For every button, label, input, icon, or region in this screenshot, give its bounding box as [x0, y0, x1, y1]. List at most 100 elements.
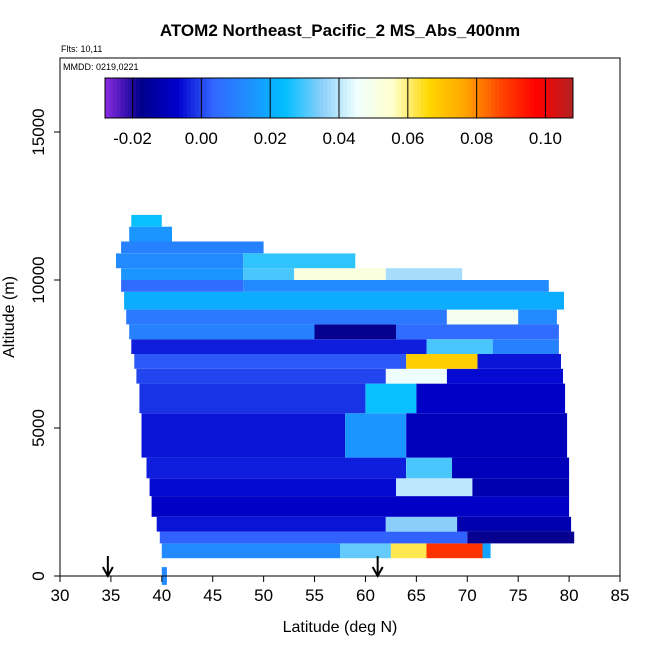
- colorbar-swatch: [327, 78, 332, 118]
- colorbar-swatch: [257, 78, 262, 118]
- heatmap-cell: [136, 368, 386, 384]
- colorbar-swatch: [194, 78, 199, 118]
- y-tick-label: 0: [29, 571, 48, 580]
- colorbar-swatch: [245, 78, 250, 118]
- colorbar-swatch: [190, 78, 196, 118]
- heatmap-cell: [314, 324, 396, 340]
- heatmap-cell: [482, 543, 491, 559]
- colorbar-swatch: [151, 78, 157, 118]
- colorbar-swatch: [397, 78, 402, 118]
- colorbar-swatch: [541, 78, 547, 118]
- colorbar-swatch: [475, 78, 480, 118]
- colorbar-swatch: [163, 78, 168, 118]
- heatmap-cell: [446, 309, 519, 325]
- heatmap-cell: [161, 543, 340, 559]
- colorbar-swatch: [401, 78, 406, 118]
- heatmap-cell: [131, 339, 427, 354]
- colorbar-swatch: [502, 78, 508, 118]
- colorbar-swatch: [136, 78, 141, 118]
- colorbar-swatch: [491, 78, 496, 118]
- colorbar-swatch: [264, 78, 270, 118]
- colorbar-swatch: [420, 78, 426, 118]
- colorbar-swatch: [315, 78, 320, 118]
- colorbar-swatch: [183, 78, 188, 118]
- colorbar-swatch: [222, 78, 227, 118]
- colorbar-swatch: [303, 78, 309, 118]
- heatmap-cell: [159, 531, 468, 544]
- colorbar-tick-label: 0.04: [322, 129, 355, 148]
- colorbar-swatch: [132, 78, 137, 118]
- x-tick-label: 30: [51, 586, 70, 605]
- x-tick-label: 80: [560, 586, 579, 605]
- colorbar-swatch: [237, 78, 242, 118]
- y-axis-label: Altitude (m): [1, 276, 18, 358]
- colorbar-swatch: [253, 78, 258, 118]
- colorbar-swatch: [342, 78, 348, 118]
- colorbar-swatch: [167, 78, 172, 118]
- colorbar-tick-label: 0.00: [185, 129, 218, 148]
- heatmap-cell: [396, 478, 473, 497]
- colorbar-swatch: [202, 78, 207, 118]
- heatmap-cell: [426, 339, 493, 354]
- arrow-marker-head: [371, 566, 384, 579]
- x-tick-label: 65: [407, 586, 426, 605]
- colorbar-swatch: [296, 78, 301, 118]
- colorbar-swatch: [413, 78, 418, 118]
- heatmap-cell: [149, 478, 396, 497]
- colorbar-swatch: [553, 78, 558, 118]
- colorbar-swatch: [206, 78, 211, 118]
- heatmap-cell: [492, 339, 559, 354]
- heatmap-cell: [416, 383, 566, 414]
- colorbar-swatch: [331, 78, 336, 118]
- heatmap-cell: [141, 413, 346, 458]
- x-axis: 30 35 40 45 50 55 60 65 70 75 80 85: [51, 576, 630, 605]
- colorbar-swatch: [487, 78, 492, 118]
- heatmap-cell: [116, 253, 244, 269]
- heatmap-cell: [467, 531, 575, 544]
- heatmap-cell: [518, 309, 557, 325]
- latitude-markers: [101, 556, 384, 579]
- x-tick-label: 85: [611, 586, 630, 605]
- colorbar-swatch: [456, 78, 461, 118]
- colorbar-swatch: [225, 78, 231, 118]
- colorbar-swatch: [159, 78, 164, 118]
- heatmap-cell: [457, 516, 572, 532]
- y-tick-label: 15000: [29, 108, 48, 155]
- colorbar-swatch: [436, 78, 441, 118]
- colorbar-swatch: [417, 78, 422, 118]
- colorbar-swatch: [467, 78, 472, 118]
- heatmap-cell: [243, 280, 549, 292]
- heatmap-cell: [121, 268, 244, 280]
- colorbar-tick-label: 0.08: [460, 129, 493, 148]
- heatmap-cell: [139, 383, 366, 414]
- colorbar-swatch: [144, 78, 149, 118]
- colorbar-swatch: [120, 78, 125, 118]
- heatmap-cell: [396, 324, 559, 340]
- x-tick-label: 60: [356, 586, 375, 605]
- heatmap-cell: [446, 368, 563, 384]
- colorbar-swatch: [479, 78, 484, 118]
- x-tick-label: 55: [305, 586, 324, 605]
- heatmap-cell: [426, 543, 483, 559]
- colorbar-swatch: [350, 78, 355, 118]
- colorbar-swatch: [284, 78, 289, 118]
- colorbar-swatch: [565, 78, 570, 118]
- colorbar-swatch: [229, 78, 235, 118]
- colorbar-swatch: [128, 78, 133, 118]
- colorbar-swatch: [155, 78, 160, 118]
- colorbar-swatch: [381, 78, 387, 118]
- colorbar-swatch: [393, 78, 398, 118]
- colorbar-swatch: [218, 78, 223, 118]
- heatmap-cell: [385, 368, 447, 384]
- heatmap-cell: [129, 324, 315, 340]
- colorbar-swatch: [526, 78, 531, 118]
- colorbar-swatch: [530, 78, 535, 118]
- colorbar-swatch: [522, 78, 527, 118]
- colorbar-swatch: [272, 78, 277, 118]
- colorbar-swatch: [569, 78, 574, 118]
- colorbar-swatch: [432, 78, 437, 118]
- colorbar-swatch: [362, 78, 367, 118]
- colorbar-swatch: [537, 78, 543, 118]
- colorbar-swatch: [198, 78, 203, 118]
